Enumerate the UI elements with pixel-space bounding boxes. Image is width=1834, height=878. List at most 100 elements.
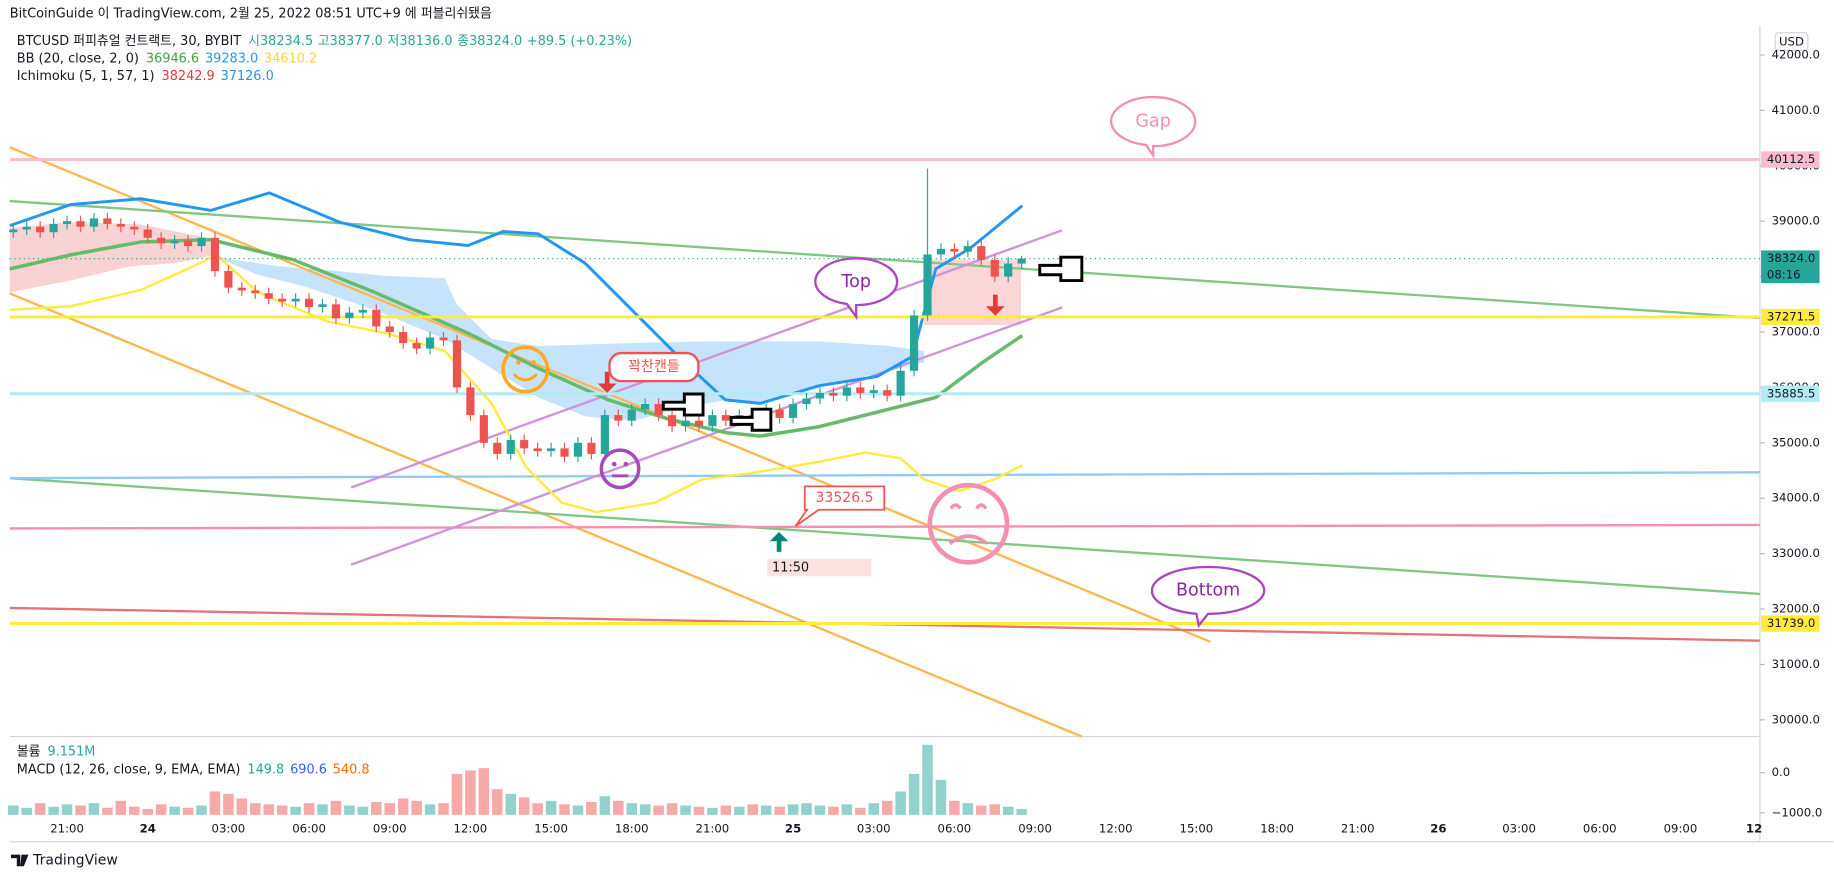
bb-legend: BB (20, close, 2, 0) 36946.6 39283.0 34610.… [17,51,317,66]
candle [49,218,58,238]
candle-body [815,392,825,399]
candle [1004,257,1013,283]
volume-name: 볼륨 [17,744,41,759]
x-tick-label: 21:00 [50,821,84,835]
hand-icons [661,255,1084,432]
candle-body [9,229,18,233]
y-tick-label: 37000.0 [1772,325,1820,339]
eye [515,360,521,365]
ohlc: 시38234.5 [248,33,313,48]
candle-body [372,309,381,327]
bb-basis-value: 36946.6 [146,51,199,66]
volume-bar [586,802,597,815]
volume-bar [276,805,288,815]
candle-body [493,442,502,454]
volume-bar [976,805,987,815]
volume-bar [962,803,974,815]
candle-body [560,448,569,457]
volume-bar [895,791,906,815]
candle [183,235,193,252]
candle [775,404,784,424]
volume-bar [223,793,234,815]
candle-body [1004,263,1013,277]
candle [950,243,959,258]
candle-body [62,221,72,224]
candle-body [681,420,690,427]
volume-bar [209,791,221,815]
candle [452,334,462,393]
volume-bar [532,803,543,815]
symbol-legend: BTCUSD 퍼피츄얼 컨트랙트, 30, BYBIT 시38234.5 고3837… [17,33,632,48]
x-tick-label: 09:00 [1664,821,1698,835]
candle [291,293,300,308]
volume-bar [841,804,853,815]
candle-body [291,298,300,302]
gap-label: Gap [1135,112,1170,132]
candle [36,221,45,238]
candle [22,221,31,236]
volume-bar [572,805,584,815]
symbol: BTCUSD 퍼피츄얼 컨트랙트, 30, BYBIT [17,33,242,48]
volume-bar [653,805,664,815]
neutral-face [599,448,641,490]
trend-line [9,292,1083,738]
gap-bubble [1109,95,1197,160]
down-arrow [597,371,617,393]
volume-bar [747,804,759,815]
volume-bar [317,804,328,815]
candle [573,437,583,463]
volume-bar [250,803,261,815]
x-tick-label: 18:00 [1260,821,1294,835]
volume-bar [760,805,772,815]
candle [345,307,354,324]
candle [62,215,72,230]
trend-line [9,523,1760,530]
volume-legend: 볼륨 9.151M [17,744,96,759]
x-tick-label: 03:00 [1502,821,1536,835]
channel-line [350,306,1063,566]
published-note: BitCoinGuide 이 TradingView.com, 2월 25, 2… [10,7,492,22]
hand [729,407,773,432]
candle-body [856,387,865,393]
candle-body [694,420,704,427]
candle [533,442,542,457]
x-tick-label: 25 [785,821,801,835]
x-tick-label: 06:00 [938,821,972,835]
candle [546,442,556,457]
candle [89,212,99,233]
ohlc: 종38324.0 [457,33,522,48]
candle-body [788,404,798,418]
candle [157,232,166,249]
x-tick-label: 03:00 [212,821,246,835]
candle [990,254,999,283]
candle [681,415,690,432]
ichimoku-legend: Ichimoku (5, 1, 57, 1) 38242.9 37126.0 [17,68,274,83]
volume-bar [438,803,449,815]
volume-bar [357,806,369,815]
mouth [948,534,989,546]
volume-bar [868,803,880,815]
volume-bar [397,798,409,815]
candle-body [36,226,45,233]
volume-bar [626,803,637,815]
candle-body [667,415,677,427]
candle-body [883,390,892,396]
candle-body [869,390,878,393]
volume-bar [814,805,826,815]
volume-bar [8,805,19,815]
candle-body [627,409,636,421]
price-callout [794,485,886,527]
volume-bar [465,770,476,815]
x-tick-label: 24 [140,821,156,835]
candle [224,265,233,294]
candle [654,398,663,421]
candle-body [775,409,784,418]
candle-body [116,223,125,227]
candle [278,293,287,308]
candle [1017,255,1026,270]
countdown: 08:16 [1767,268,1801,282]
candle-body [802,398,811,405]
candle [667,409,677,432]
cloud-blue [216,257,925,421]
candle [385,320,394,338]
